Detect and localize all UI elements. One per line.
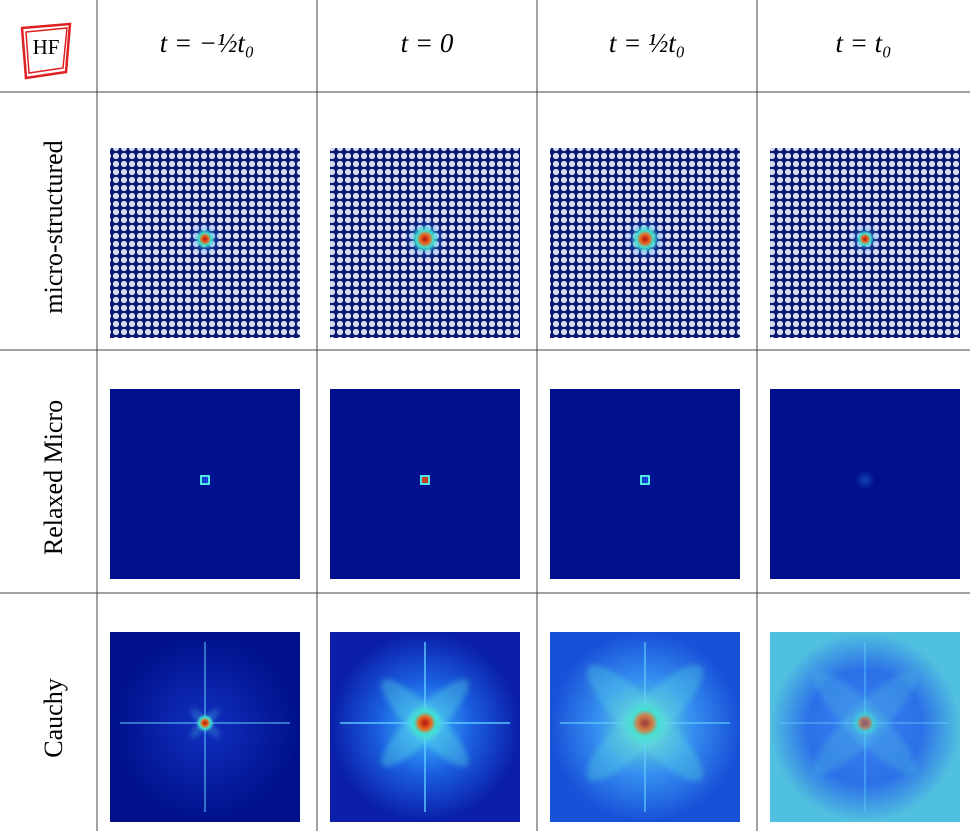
logo-frame <box>25 27 68 74</box>
panel-image <box>550 389 740 579</box>
panel-image <box>330 632 520 822</box>
column-header: t = 0 <box>401 28 454 58</box>
panel-image <box>330 389 520 579</box>
column-header: t = −½t₀ <box>160 28 255 58</box>
row-label: Relaxed Micro <box>39 400 68 555</box>
spot <box>855 470 875 490</box>
panel-image <box>110 148 300 338</box>
spot <box>420 475 430 485</box>
blob <box>856 230 874 248</box>
panel-image <box>330 148 520 338</box>
panel-image <box>770 148 960 338</box>
core <box>851 709 879 737</box>
blob <box>411 225 439 253</box>
core <box>623 701 667 745</box>
panel-image <box>770 632 960 822</box>
panel-image <box>550 632 740 822</box>
blob <box>631 225 659 253</box>
core <box>407 705 443 741</box>
spot <box>200 475 210 485</box>
blob <box>195 229 215 249</box>
column-header: t = t₀ <box>835 28 891 58</box>
panel-image <box>110 632 300 822</box>
panel-image <box>110 389 300 579</box>
column-header: t = ½t₀ <box>609 28 685 58</box>
spot <box>640 475 650 485</box>
row-label: Cauchy <box>39 678 68 757</box>
hf-logo: HF <box>20 22 72 80</box>
panel-image <box>770 389 960 579</box>
row-label: micro-structured <box>39 140 68 313</box>
logo-text: HF <box>33 35 60 59</box>
panel-image <box>550 148 740 338</box>
logo-frame <box>20 22 72 80</box>
core <box>196 714 214 732</box>
